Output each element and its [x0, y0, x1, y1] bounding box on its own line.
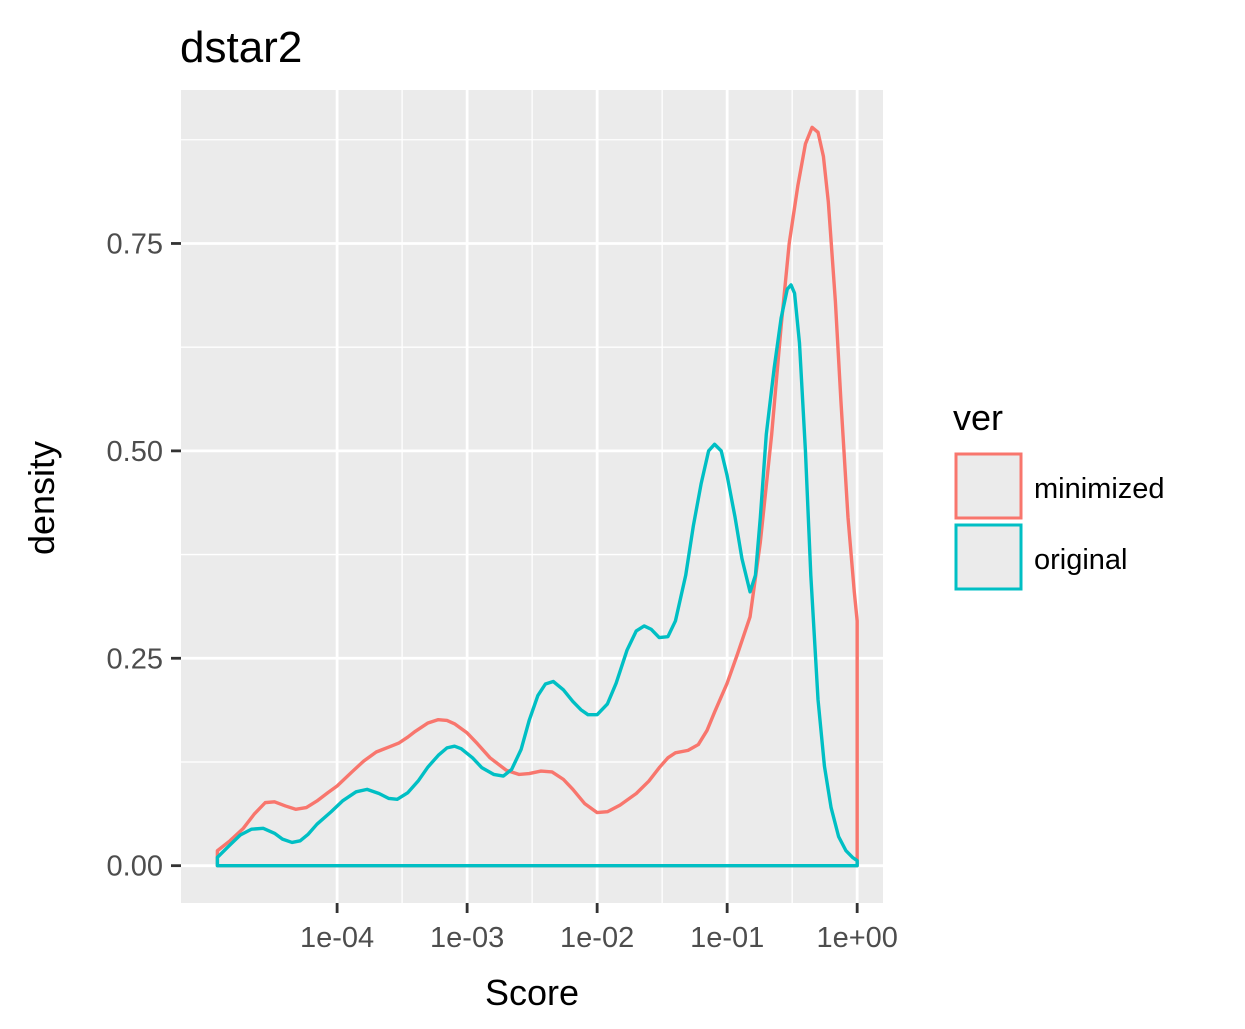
legend-label-minimized: minimized [1034, 473, 1165, 505]
x-tick-label: 1e-03 [430, 922, 504, 954]
chart-title: dstar2 [180, 23, 302, 72]
y-tick-label: 0.00 [107, 851, 163, 883]
legend-title: ver [953, 397, 1003, 438]
y-axis-title: density [21, 441, 62, 555]
legend-label-original: original [1034, 544, 1128, 576]
legend-key-original [954, 523, 1023, 591]
y-tick-label: 0.25 [107, 643, 163, 675]
x-tick-label: 1e-04 [300, 922, 374, 954]
y-tick-label: 0.75 [107, 228, 163, 260]
density-line-original [215, 283, 859, 868]
density-line-minimized [215, 125, 859, 868]
axes: 1e-04 1e-03 1e-02 1e-01 1e+00 0.00 0.25 0.50 0.7… [107, 228, 898, 954]
x-tick-label: 1e-01 [690, 922, 764, 954]
x-tick-label: 1e-02 [560, 922, 634, 954]
legend: ver minimized original [953, 397, 1165, 591]
y-tick-label: 0.50 [107, 436, 163, 468]
x-axis-title: Score [485, 972, 579, 1013]
x-tick-label: 1e+00 [816, 922, 897, 954]
series-lines [215, 125, 859, 868]
legend-key-minimized [954, 452, 1023, 520]
